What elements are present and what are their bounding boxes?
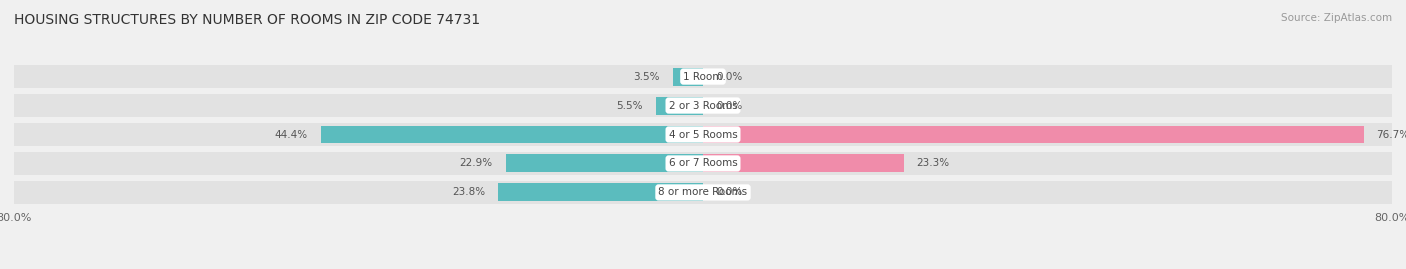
Bar	[14, 123, 703, 146]
Bar	[703, 65, 1392, 89]
Bar	[703, 123, 1392, 146]
Bar	[14, 180, 703, 204]
Bar	[321, 126, 703, 143]
Bar	[703, 126, 1364, 143]
Bar	[14, 65, 703, 89]
Bar	[673, 68, 703, 86]
Bar	[655, 97, 703, 115]
Text: 5.5%: 5.5%	[616, 101, 643, 111]
Text: 2 or 3 Rooms: 2 or 3 Rooms	[669, 101, 737, 111]
Text: 8 or more Rooms: 8 or more Rooms	[658, 187, 748, 197]
Bar	[506, 154, 703, 172]
Text: HOUSING STRUCTURES BY NUMBER OF ROOMS IN ZIP CODE 74731: HOUSING STRUCTURES BY NUMBER OF ROOMS IN…	[14, 13, 481, 27]
Text: 0.0%: 0.0%	[716, 101, 742, 111]
Text: Source: ZipAtlas.com: Source: ZipAtlas.com	[1281, 13, 1392, 23]
Text: 22.9%: 22.9%	[460, 158, 494, 168]
Bar	[703, 154, 904, 172]
Text: 1 Room: 1 Room	[683, 72, 723, 82]
Bar	[14, 152, 703, 175]
Bar	[703, 180, 1392, 204]
Bar	[498, 183, 703, 201]
Text: 0.0%: 0.0%	[716, 72, 742, 82]
Bar	[14, 94, 703, 117]
Bar	[703, 94, 1392, 117]
Text: 44.4%: 44.4%	[274, 129, 308, 140]
Text: 6 or 7 Rooms: 6 or 7 Rooms	[669, 158, 737, 168]
Text: 3.5%: 3.5%	[634, 72, 659, 82]
Text: 4 or 5 Rooms: 4 or 5 Rooms	[669, 129, 737, 140]
Text: 23.8%: 23.8%	[451, 187, 485, 197]
Text: 23.3%: 23.3%	[917, 158, 949, 168]
Bar	[703, 152, 1392, 175]
Text: 0.0%: 0.0%	[716, 187, 742, 197]
Text: 76.7%: 76.7%	[1376, 129, 1406, 140]
